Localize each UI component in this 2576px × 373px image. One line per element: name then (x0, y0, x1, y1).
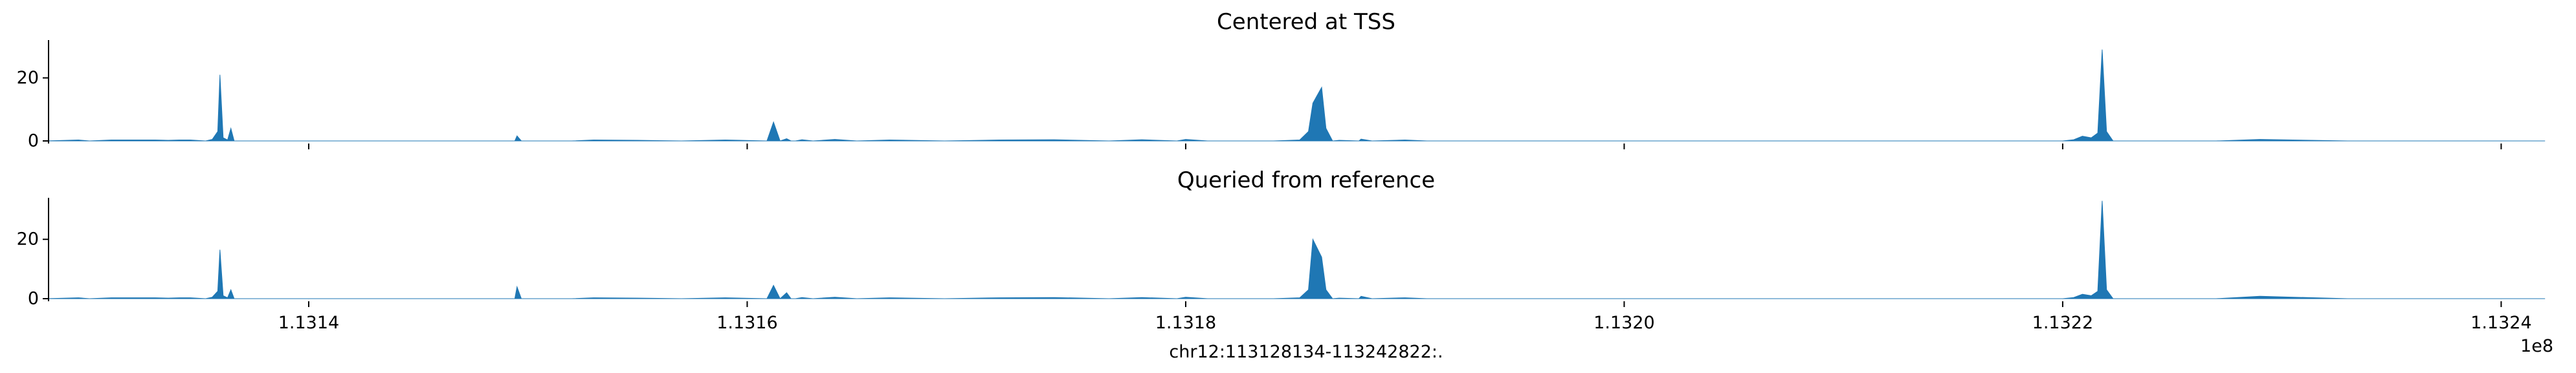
x-tick-label-1.1322: 1.1322 (2032, 313, 2093, 333)
panel-1-y-tick-0: 0 (28, 131, 49, 151)
panel-2-y-tick-0: 0 (28, 289, 49, 309)
x-tick-label-1.1314: 1.1314 (278, 313, 339, 333)
x-tick-label-1.1316: 1.1316 (716, 313, 777, 333)
panel-queried-from-reference: Queried from reference 20 0 1.1314 1.1316… (17, 167, 2553, 362)
panel-1-signal-area (45, 49, 2546, 142)
panel-1-y-tick-0-label: 0 (28, 131, 39, 151)
panel-2-title: Queried from reference (1177, 167, 1435, 193)
panel-2-signal-area (45, 200, 2546, 299)
panel-2-y-tick-20-label: 20 (17, 229, 39, 250)
x-tick-label-1.1324: 1.1324 (2471, 313, 2531, 333)
signal-area-series-1 (45, 200, 2546, 299)
panel-1-title: Centered at TSS (1217, 9, 1395, 35)
panel-2-y-tick-0-label: 0 (28, 289, 39, 309)
panel-1-x-tick-marks (307, 144, 2502, 149)
signal-area-series-1 (45, 49, 2546, 142)
panel-2-x-ticks: 1.1314 1.1316 1.1318 1.1320 1.1322 1.1324 (278, 301, 2532, 333)
x-tick-label-1.1320: 1.1320 (1593, 313, 1654, 333)
x-axis-label: chr12:113128134-113242822:. (1169, 342, 1443, 362)
panel-centered-at-tss: Centered at TSS 20 0 (17, 9, 2546, 151)
panel-2-y-tick-20: 20 (17, 229, 49, 250)
panel-1-y-tick-20-label: 20 (17, 68, 39, 88)
x-tick-label-1.1318: 1.1318 (1155, 313, 1216, 333)
x-axis-offset-label: 1e8 (2520, 336, 2553, 356)
panel-1-y-tick-20: 20 (17, 68, 49, 88)
